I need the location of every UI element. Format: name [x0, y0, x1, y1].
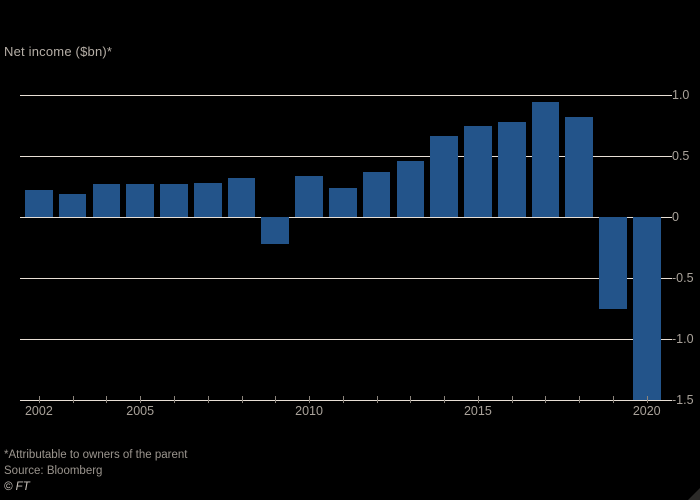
x-tick-mark [376, 396, 378, 403]
x-tick-mark [275, 396, 277, 403]
y-tick-label: 0.5 [672, 149, 690, 163]
bar [160, 184, 188, 217]
x-tick-mark [579, 396, 581, 403]
x-tick-label: 2002 [24, 404, 53, 418]
bar [497, 121, 526, 217]
gridline [20, 156, 665, 157]
x-tick-label: 2010 [295, 404, 323, 418]
gridline [20, 339, 665, 340]
chart-title: Net income ($bn)* [4, 44, 113, 59]
bar [295, 175, 323, 217]
source-label: Source: Bloomberg [4, 465, 103, 477]
y-tick-mark [665, 400, 672, 401]
bar [193, 182, 222, 217]
x-tick-mark [38, 396, 40, 403]
bar [92, 184, 121, 217]
bar [396, 160, 425, 217]
bar [25, 190, 53, 217]
gridline [20, 278, 665, 279]
x-tick-mark [646, 396, 648, 403]
y-tick-label: 0 [672, 210, 679, 224]
ft-credit: © FT [4, 481, 30, 493]
footnote-attribution: *Attributable to owners of the parent [4, 449, 188, 461]
y-tick-mark [665, 278, 672, 279]
x-tick-label: 2020 [632, 404, 661, 418]
bar [430, 136, 458, 217]
x-tick-mark [140, 396, 142, 403]
bar [632, 217, 661, 400]
y-tick-mark [665, 95, 672, 96]
bar [261, 217, 290, 244]
y-tick-mark [665, 217, 672, 218]
bar [362, 171, 391, 217]
x-tick-mark [106, 396, 108, 403]
bar [464, 125, 492, 217]
x-tick-mark [207, 396, 209, 403]
bar [126, 184, 155, 217]
y-tick-label: -1.0 [672, 332, 694, 346]
x-tick-mark [477, 396, 479, 403]
bar [227, 177, 256, 217]
x-tick-mark [444, 396, 446, 403]
x-tick-mark [545, 396, 547, 403]
y-tick-label: -1.5 [672, 393, 694, 407]
y-tick-mark [665, 339, 672, 340]
x-tick-label: 2005 [126, 404, 155, 418]
zero-line [20, 217, 665, 218]
bar [531, 102, 560, 217]
x-tick-label: 2015 [463, 404, 492, 418]
x-tick-mark [72, 396, 74, 403]
x-axis-line [20, 400, 665, 401]
y-tick-label: 1.0 [672, 88, 690, 102]
y-tick-mark [665, 156, 672, 157]
gridline [20, 95, 665, 96]
plot-area [20, 95, 665, 401]
x-tick-mark [410, 396, 412, 403]
x-tick-mark [241, 396, 243, 403]
x-tick-mark [511, 396, 513, 403]
bar [565, 116, 594, 217]
x-tick-mark [612, 396, 614, 403]
bar [58, 193, 87, 217]
y-tick-label: -0.5 [672, 271, 694, 285]
x-tick-mark [309, 396, 311, 403]
x-tick-mark [173, 396, 175, 403]
bar [599, 217, 627, 309]
corner-fold-mark [688, 488, 700, 500]
x-tick-mark [342, 396, 344, 403]
bar [328, 187, 357, 217]
